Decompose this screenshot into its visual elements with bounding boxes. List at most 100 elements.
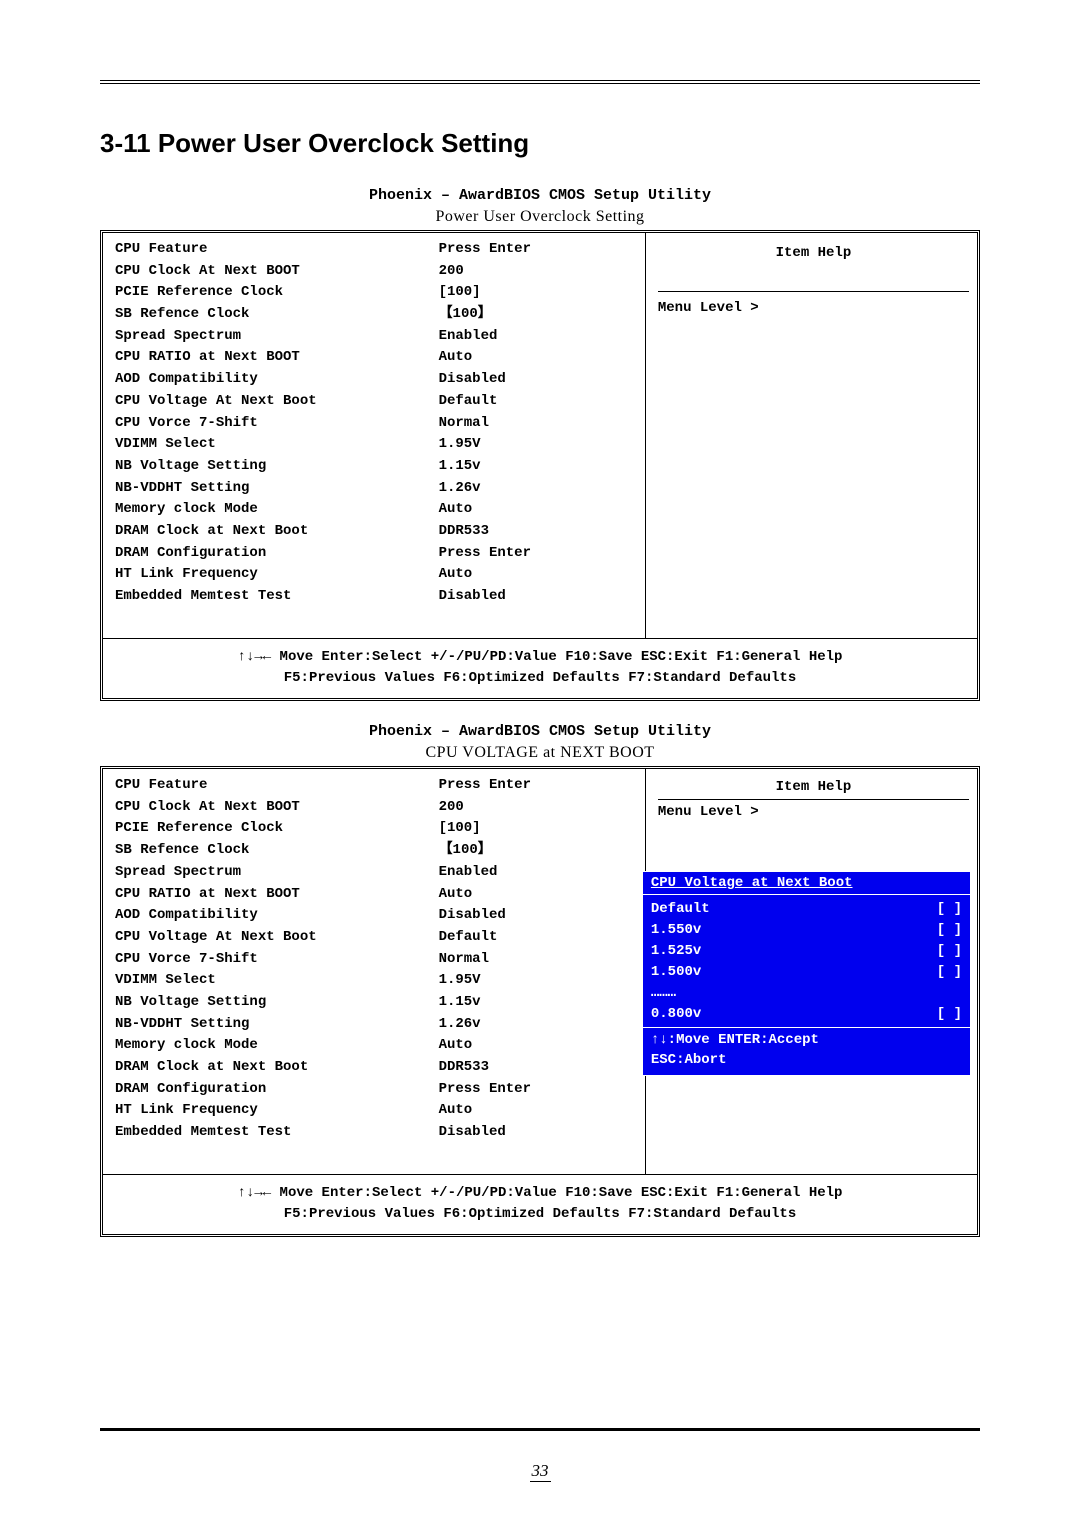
setting-row[interactable]: AOD CompatibilityDisabled <box>115 905 637 927</box>
setting-row[interactable]: VDIMM Select1.95V <box>115 970 637 992</box>
setting-row[interactable]: CPU FeaturePress Enter <box>115 239 637 261</box>
popup-option-marker: [ ] <box>937 962 962 983</box>
popup-option-label: 1.525v <box>651 941 701 962</box>
item-help-label: Item Help <box>658 239 969 291</box>
setting-value: Auto <box>439 1100 637 1122</box>
popup-option[interactable]: Default [ ] <box>651 899 962 920</box>
setting-row[interactable]: Spread SpectrumEnabled <box>115 326 637 348</box>
setting-row[interactable]: CPU RATIO at Next BOOTAuto <box>115 884 637 906</box>
setting-row[interactable]: CPU Voltage At Next Boot Default <box>115 391 637 413</box>
setting-label: DRAM Configuration <box>115 1079 439 1101</box>
setting-row[interactable]: NB-VDDHT Setting1.26v <box>115 1014 637 1036</box>
popup-footer: ↑↓:Move ENTER:Accept ESC:Abort <box>643 1028 970 1075</box>
footer-line1: ↑↓→← Move Enter:Select +/-/PU/PD:Value F… <box>107 647 973 669</box>
setting-value: Auto <box>439 564 637 586</box>
setting-label: PCIE Reference Clock <box>115 818 439 840</box>
popup-option[interactable]: 1.550v[ ] <box>651 920 962 941</box>
setting-row[interactable]: Embedded Memtest Test Disabled <box>115 586 637 608</box>
setting-value: Press Enter <box>439 775 637 797</box>
setting-row[interactable]: CPU Clock At Next BOOT200 <box>115 797 637 819</box>
setting-label: PCIE Reference Clock <box>115 282 439 304</box>
utility-title-1: Phoenix – AwardBIOS CMOS Setup Utility <box>100 187 980 204</box>
setting-label: AOD Compatibility <box>115 905 439 927</box>
popup-option-marker: [ ] <box>937 899 962 920</box>
setting-row[interactable]: DRAM Clock at Next BootDDR533 <box>115 1057 637 1079</box>
setting-value: Disabled <box>439 1122 637 1144</box>
setting-row[interactable]: PCIE Reference Clock[100] <box>115 282 637 304</box>
setting-value: [100] <box>439 818 637 840</box>
setting-row[interactable]: CPU Voltage At Next Boot Default <box>115 927 637 949</box>
setting-label: CPU Feature <box>115 775 439 797</box>
setting-row[interactable]: Embedded Memtest Test Disabled <box>115 1122 637 1144</box>
page-number: 33 <box>0 1461 1080 1481</box>
popup-foot-line2: ESC:Abort <box>651 1051 962 1071</box>
setting-label: CPU RATIO at Next BOOT <box>115 347 439 369</box>
setting-value: DDR533 <box>439 521 637 543</box>
popup-option[interactable]: 1.500v [ ] <box>651 962 962 983</box>
setting-row[interactable]: SB Refence Clock【100】 <box>115 840 637 862</box>
setting-value: Press Enter <box>439 239 637 261</box>
setting-label: CPU Vorce 7-Shift <box>115 413 439 435</box>
setting-value: Normal <box>439 413 637 435</box>
help-panel-2: Item Help Menu Level > CPU Voltage at Ne… <box>645 769 977 1174</box>
setting-label: Embedded Memtest Test <box>115 1122 439 1144</box>
setting-row[interactable]: CPU RATIO at Next BOOTAuto <box>115 347 637 369</box>
page: 3-11 Power User Overclock Setting Phoeni… <box>0 0 1080 1527</box>
setting-value: 1.95V <box>439 970 637 992</box>
setting-row[interactable]: DRAM Configuration Press Enter <box>115 1079 637 1101</box>
setting-label: DRAM Clock at Next Boot <box>115 521 439 543</box>
popup-option-label: 1.500v <box>651 962 701 983</box>
bios-footer-2: ↑↓→← Move Enter:Select +/-/PU/PD:Value F… <box>103 1175 977 1234</box>
setting-row[interactable]: SB Refence Clock【100】 <box>115 304 637 326</box>
setting-row[interactable]: Memory clock ModeAuto <box>115 1035 637 1057</box>
subtitle-1: Power User Overclock Setting <box>100 208 980 226</box>
utility-title-2: Phoenix – AwardBIOS CMOS Setup Utility <box>100 723 980 740</box>
popup-title: CPU Voltage at Next Boot <box>643 872 970 895</box>
setting-row[interactable]: Memory clock ModeAuto <box>115 499 637 521</box>
setting-row[interactable]: CPU Clock At Next BOOT200 <box>115 261 637 283</box>
setting-label: Memory clock Mode <box>115 499 439 521</box>
popup-option[interactable]: 1.525v[ ] <box>651 941 962 962</box>
setting-row[interactable]: NB-VDDHT Setting1.26v <box>115 478 637 500</box>
bios-box-1: CPU FeaturePress EnterCPU Clock At Next … <box>100 230 980 701</box>
setting-label: CPU Clock At Next BOOT <box>115 797 439 819</box>
setting-value: Auto <box>439 499 637 521</box>
setting-value: Enabled <box>439 326 637 348</box>
setting-value: 1.26v <box>439 1014 637 1036</box>
setting-label: NB Voltage Setting <box>115 992 439 1014</box>
setting-row[interactable]: Spread SpectrumEnabled <box>115 862 637 884</box>
setting-value: Enabled <box>439 862 637 884</box>
footer-line2: F5:Previous Values F6:Optimized Defaults… <box>107 1204 973 1226</box>
setting-value: 200 <box>439 261 637 283</box>
setting-row[interactable]: AOD CompatibilityDisabled <box>115 369 637 391</box>
setting-value: Disabled <box>439 369 637 391</box>
popup-option-label: Default <box>651 899 710 920</box>
setting-value: 【100】 <box>439 840 637 862</box>
popup-option[interactable]: 0.800v[ ] <box>651 1004 962 1025</box>
bottom-rule <box>100 1428 980 1431</box>
setting-row[interactable]: CPU Vorce 7-ShiftNormal <box>115 413 637 435</box>
menu-level-label: Menu Level > <box>658 800 969 832</box>
section-title: 3-11 Power User Overclock Setting <box>100 128 980 159</box>
setting-row[interactable]: CPU FeaturePress Enter <box>115 775 637 797</box>
setting-row[interactable]: NB Voltage Setting1.15v <box>115 456 637 478</box>
popup-option-label: 0.800v <box>651 1004 701 1025</box>
setting-value: [100] <box>439 282 637 304</box>
settings-list-2: CPU FeaturePress EnterCPU Clock At Next … <box>103 769 645 1174</box>
setting-row[interactable]: HT Link FrequencyAuto <box>115 564 637 586</box>
setting-row[interactable]: HT Link FrequencyAuto <box>115 1100 637 1122</box>
setting-value: 200 <box>439 797 637 819</box>
setting-row[interactable]: VDIMM Select1.95V <box>115 434 637 456</box>
setting-label: SB Refence Clock <box>115 840 439 862</box>
setting-row[interactable]: PCIE Reference Clock[100] <box>115 818 637 840</box>
setting-value: Normal <box>439 949 637 971</box>
popup-option[interactable]: ……… <box>651 983 962 1004</box>
setting-row[interactable]: DRAM Clock at Next BootDDR533 <box>115 521 637 543</box>
setting-label: CPU Voltage At Next Boot <box>115 391 439 413</box>
menu-level-label: Menu Level > <box>658 300 969 316</box>
setting-row[interactable]: NB Voltage Setting1.15v <box>115 992 637 1014</box>
setting-row[interactable]: DRAM Configuration Press Enter <box>115 543 637 565</box>
setting-row[interactable]: CPU Vorce 7-ShiftNormal <box>115 949 637 971</box>
setting-label: DRAM Clock at Next Boot <box>115 1057 439 1079</box>
voltage-popup[interactable]: CPU Voltage at Next Boot Default[ ]1.550… <box>642 871 971 1076</box>
